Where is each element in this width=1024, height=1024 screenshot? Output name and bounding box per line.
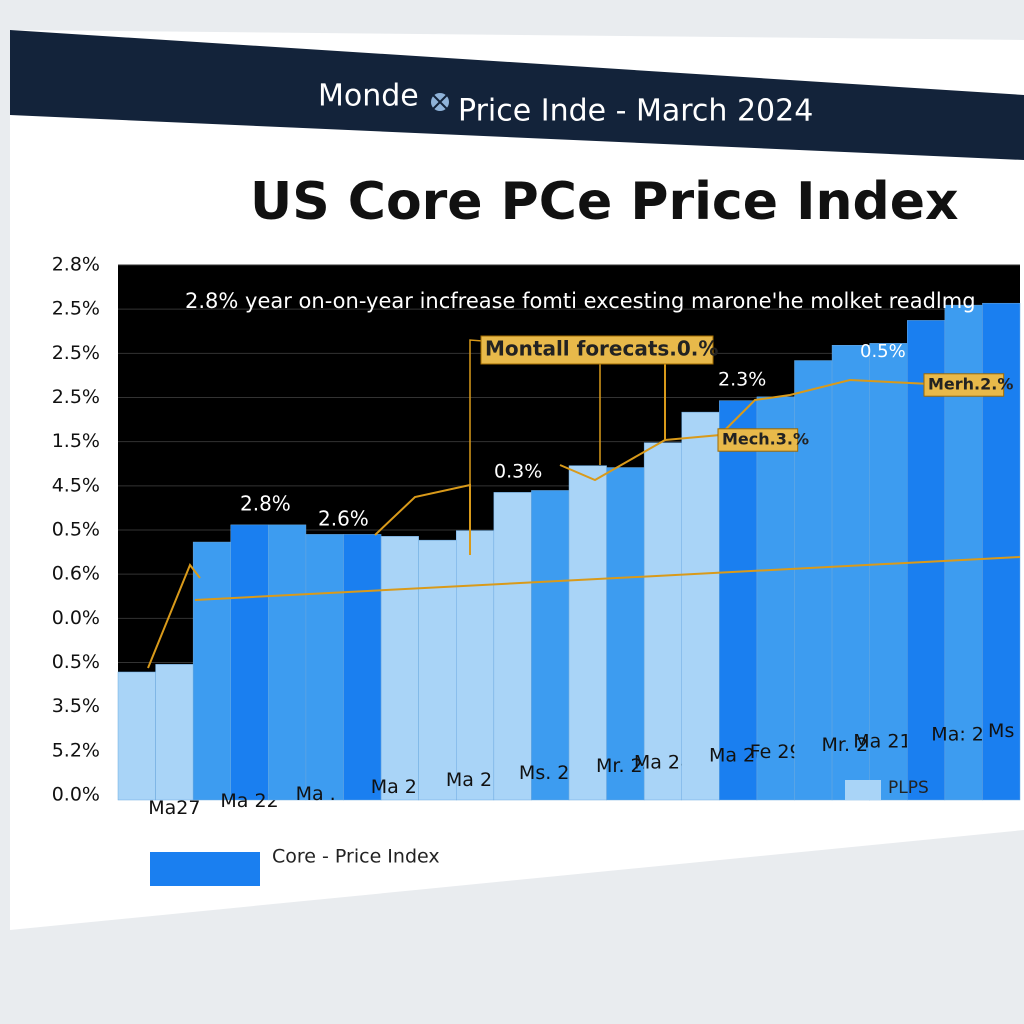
annotation: 2.6% <box>318 507 369 531</box>
bar <box>643 442 683 801</box>
header-bar <box>10 30 1024 160</box>
annotation: 0.3% <box>494 461 542 483</box>
annotation-box <box>480 335 714 365</box>
chart-title: US Core PCe Price Index <box>250 172 959 232</box>
x-tick-label: Ma 28 <box>634 752 692 774</box>
bar <box>192 541 232 801</box>
annotation: Merh.2.% <box>928 375 1013 394</box>
bar <box>305 534 344 801</box>
y-axis-label: 2.8% <box>52 254 100 276</box>
y-axis-label: 0.0% <box>52 607 100 629</box>
x-tick-label: Mr. 27 <box>822 734 881 756</box>
y-axis-label: 4.5% <box>52 474 100 496</box>
legend-swatch <box>150 852 260 886</box>
bar <box>380 536 419 801</box>
y-axis-label: 0.0% <box>52 784 100 806</box>
bar <box>907 320 946 801</box>
callout-line <box>374 483 471 555</box>
bar <box>456 530 495 801</box>
bar <box>568 465 607 801</box>
x-tick-label: Ma 214 <box>853 731 923 753</box>
header-right: Price Inde - March 2024 <box>458 94 813 129</box>
x-tick-label: Ma 21 <box>371 776 429 798</box>
annotation-box <box>923 373 1005 397</box>
x-tick-label: Fe 29 <box>750 741 802 763</box>
bar <box>493 492 532 801</box>
callout-line <box>664 378 931 441</box>
bar <box>794 360 833 801</box>
y-axis-label: 1.5% <box>52 430 100 452</box>
x-tick-label: Ma: 22 <box>931 724 996 746</box>
x-tick-label: Ma 22 <box>220 790 278 812</box>
bar <box>531 490 570 801</box>
annotation: 2.8% year on-on-year incfrease fomti exc… <box>185 289 976 313</box>
bar <box>343 534 382 801</box>
legend-label: PLPS <box>888 778 929 798</box>
annotation: Mech.3.% <box>722 430 809 449</box>
annotation: 2.3% <box>718 369 766 391</box>
annotation: Montall forecats.0.% <box>485 337 718 361</box>
bar <box>117 671 156 801</box>
x-tick-label: Ma 21 <box>446 769 504 791</box>
bar <box>681 411 720 801</box>
legend-swatch <box>845 780 881 800</box>
x-tick-label: Ma27 <box>148 797 200 819</box>
x-tick-label: Ma 20 <box>709 745 767 767</box>
annotation: 2.8% <box>240 492 291 516</box>
y-axis-label: 2.5% <box>52 386 100 408</box>
bar <box>831 345 870 801</box>
y-axis-label: 0.6% <box>52 563 100 585</box>
annotation-box <box>717 428 799 452</box>
y-axis-label: 5.2% <box>52 739 100 761</box>
x-tick-label: Ms <box>988 720 1014 742</box>
x-tick-label: Ms. 27 <box>519 762 582 784</box>
annotation: 0.5% <box>860 341 906 362</box>
trend-line <box>194 556 1021 601</box>
bar <box>418 539 457 801</box>
bar <box>719 400 758 801</box>
y-axis-label: 2.5% <box>52 298 100 320</box>
y-axis-label: 0.5% <box>52 651 100 673</box>
callout-line <box>559 360 666 482</box>
bar <box>869 343 908 801</box>
x-tick-label: Ma . 1 <box>296 783 354 805</box>
legend-label: Core - Price Index <box>272 846 440 868</box>
bar <box>756 396 795 801</box>
y-axis-label: 0.5% <box>52 519 100 541</box>
y-axis-label: 3.5% <box>52 695 100 717</box>
bar <box>230 524 269 801</box>
y-axis-label: 2.5% <box>52 342 100 364</box>
bar <box>155 664 194 801</box>
x-tick-label: Mr. 24 <box>596 755 655 777</box>
header-left: Monde <box>318 79 419 114</box>
callout-line <box>147 563 201 669</box>
header-icon <box>431 93 449 111</box>
bar <box>606 467 645 801</box>
bar <box>268 524 307 801</box>
